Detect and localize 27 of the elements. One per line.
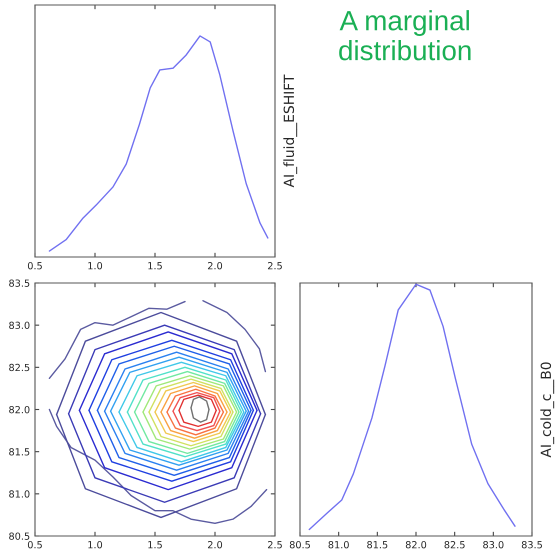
x-tick-label: 1.5 bbox=[148, 541, 162, 548]
x-tick-label: 82.5 bbox=[444, 541, 465, 548]
x-tick-label: 81.0 bbox=[328, 541, 349, 548]
y-axis-title: AI_cold_c__B0 bbox=[540, 362, 554, 458]
x-tick-label: 2.5 bbox=[268, 541, 282, 548]
x-tick-label: 1.5 bbox=[148, 262, 162, 270]
y-tick-label: 81.5 bbox=[9, 448, 30, 456]
x-tick-label: 2.5 bbox=[268, 262, 282, 270]
y-tick-label: 81.0 bbox=[9, 490, 30, 498]
x-tick-label: 82.0 bbox=[406, 541, 426, 548]
y-tick-label: 83.0 bbox=[9, 322, 30, 329]
x-tick-label: 80.5 bbox=[290, 541, 310, 548]
text: A marginal distribution bbox=[339, 10, 471, 60]
y-tick-label: 83.5 bbox=[9, 279, 30, 287]
x-tick-label: 1.0 bbox=[88, 541, 102, 548]
x-tick-label: 2.0 bbox=[208, 541, 222, 548]
y-tick-label: 80.5 bbox=[9, 532, 30, 540]
x-tick-label: 83.0 bbox=[483, 541, 504, 548]
x-tick-label: 0.5 bbox=[28, 262, 42, 270]
x-tick-label: 81.5 bbox=[367, 541, 388, 548]
x-tick-label: 83.5 bbox=[522, 541, 542, 548]
y-tick-label: 82.0 bbox=[9, 406, 30, 414]
x-tick-label: 2.0 bbox=[208, 262, 222, 270]
x-tick-label: 1.0 bbox=[88, 262, 102, 270]
y-axis-title: AI_fluid__ESHIFT bbox=[283, 74, 298, 188]
x-tick-label: 0.5 bbox=[28, 541, 42, 548]
y-tick-label: 82.5 bbox=[9, 364, 30, 372]
